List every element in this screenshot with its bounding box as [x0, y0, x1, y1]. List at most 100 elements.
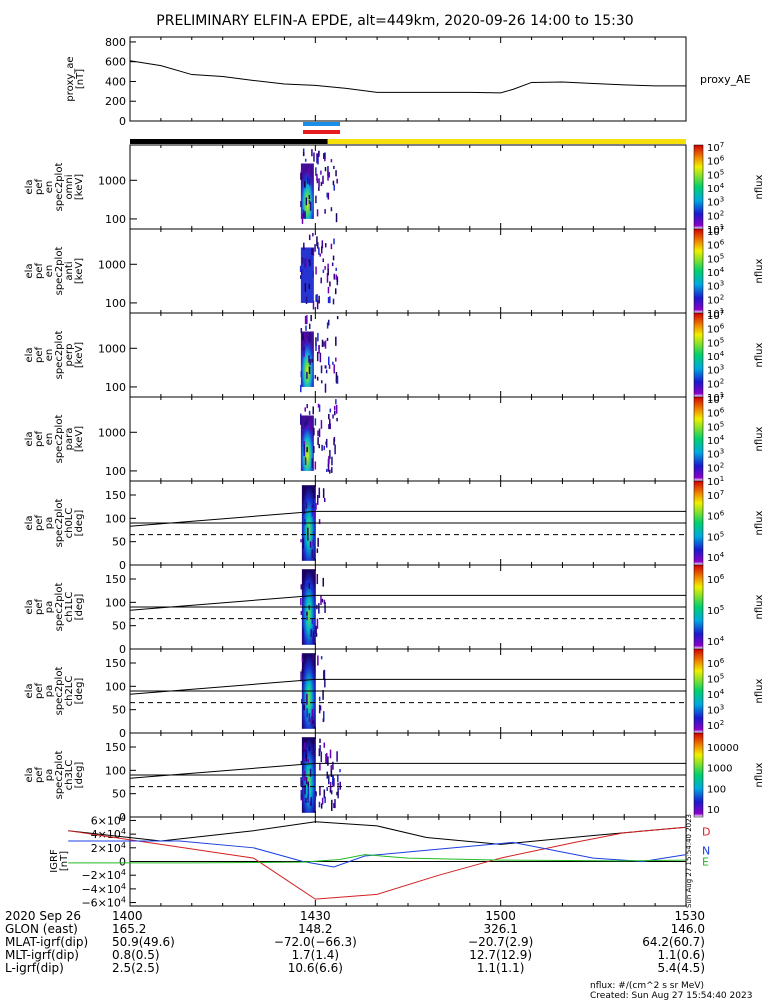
igrf-r-curve [68, 826, 687, 900]
flux-speck [332, 255, 335, 261]
energy-tick-label: 1000 [98, 426, 126, 439]
ylabel-line: proxy_ae [65, 56, 76, 101]
flux-speck [304, 457, 307, 465]
flux-speck [318, 404, 321, 412]
flux-speck [332, 361, 334, 365]
night-bar [130, 139, 328, 144]
time-cell: 1.7(1.4) [292, 948, 340, 962]
time-cell: 10.6(6.6) [288, 961, 343, 975]
igrf-legend-n: N [702, 845, 710, 858]
flux-speck [324, 602, 326, 613]
time-cell: 2.5(2.5) [112, 961, 160, 975]
flux-speck [301, 333, 304, 340]
colorbar [693, 396, 704, 482]
loss-cone-line [129, 762, 316, 779]
flux-speck [321, 598, 324, 603]
flux-speck [335, 170, 337, 177]
flux-speck [314, 508, 316, 519]
time-cell: −20.7(2.9) [468, 935, 533, 949]
pa-tick-label: 100 [105, 512, 126, 525]
flux-speck [315, 337, 317, 347]
flux-speck [300, 598, 302, 606]
flux-speck [310, 797, 312, 806]
flux-speck [324, 266, 326, 270]
flux-speck [318, 704, 321, 714]
ylabel-line: pef [34, 263, 45, 280]
flux-speck [326, 337, 329, 342]
flux-speck [321, 380, 323, 384]
ylabel-line: para [64, 428, 75, 451]
flux-speck [328, 413, 330, 420]
flux-speck [304, 518, 306, 526]
flux-speck [308, 194, 311, 200]
flux-speck [323, 341, 325, 347]
colorbar-tick: 101 [707, 475, 724, 488]
ylabel-line: [deg] [74, 762, 85, 789]
flux-speck [329, 449, 331, 460]
colorbar-tick: 104 [707, 551, 725, 564]
flux-speck [315, 625, 317, 634]
flux-speck [318, 444, 320, 449]
flux-speck [316, 494, 319, 505]
flux-speck [316, 548, 319, 553]
flux-speck [311, 709, 314, 717]
flux-speck [320, 420, 323, 429]
flux-speck [316, 178, 319, 184]
pa-tick-label: 150 [105, 657, 126, 670]
time-cell: 1530 [674, 909, 705, 923]
colorbar [693, 312, 704, 398]
flux-speck [304, 742, 306, 752]
flux-speck [301, 698, 303, 704]
flux-speck [306, 371, 308, 379]
ylabel-line: pa [44, 517, 55, 529]
colorbar-label: nflux [754, 258, 765, 283]
colorbar-tick: 104 [707, 182, 725, 195]
colorbar-tick: 103 [707, 364, 724, 377]
flux-speck [304, 748, 306, 753]
flux-speck [318, 696, 321, 702]
flux-speck [333, 778, 335, 787]
flux-speck [305, 798, 307, 803]
flux-speck [304, 333, 306, 340]
flux-speck [311, 149, 313, 157]
flux-speck [322, 577, 325, 587]
flux-speck [320, 365, 323, 374]
flux-speck [308, 283, 311, 289]
igrf-d-curve [68, 821, 687, 845]
flux-speck [320, 246, 323, 254]
flux-speck [311, 585, 313, 591]
colorbar-tick: 105 [707, 336, 724, 349]
flux-speck [305, 777, 308, 785]
ylabel-line: en [44, 433, 55, 446]
energy-tick-label: 1000 [98, 258, 126, 271]
flux-speck [309, 421, 311, 431]
ylabel-line: en [44, 349, 55, 362]
flux-speck [327, 756, 329, 766]
flux-speck [321, 797, 324, 805]
flux-speck [310, 256, 312, 262]
flux-speck [312, 247, 315, 256]
flux-speck [308, 713, 311, 723]
flux-speck [306, 693, 308, 705]
flux-speck [321, 339, 324, 348]
ylabel-line: spec2plot [54, 247, 65, 296]
flux-speck [324, 209, 326, 214]
flux-speck [305, 502, 308, 509]
flux-speck [309, 332, 311, 342]
igrf-tick-label: 2×104 [91, 841, 126, 855]
time-row-label: L-igrf(dip) [5, 961, 64, 975]
colorbar-tick: 106 [707, 407, 725, 420]
pa-tick-label: 50 [112, 788, 126, 801]
panel-spec2plot_anti: 1000 100 ela pef en spec2plot anti [keV] nflux 10… [24, 225, 765, 320]
flux-speck [308, 583, 311, 589]
colorbar-tick: 105 [707, 252, 724, 265]
ylabel-line: IGRF [49, 849, 60, 873]
panel-frame [129, 312, 687, 398]
flux-speck [328, 424, 330, 430]
flux-speck [330, 207, 333, 212]
flux-speck [317, 242, 319, 249]
flux-speck [307, 781, 309, 787]
flux-speck [303, 444, 305, 455]
loss-cone-line [129, 678, 316, 695]
panel-spec2plot_perp: 1000 100 ela pef en spec2plot perp [keV] nflux 10… [24, 309, 765, 404]
